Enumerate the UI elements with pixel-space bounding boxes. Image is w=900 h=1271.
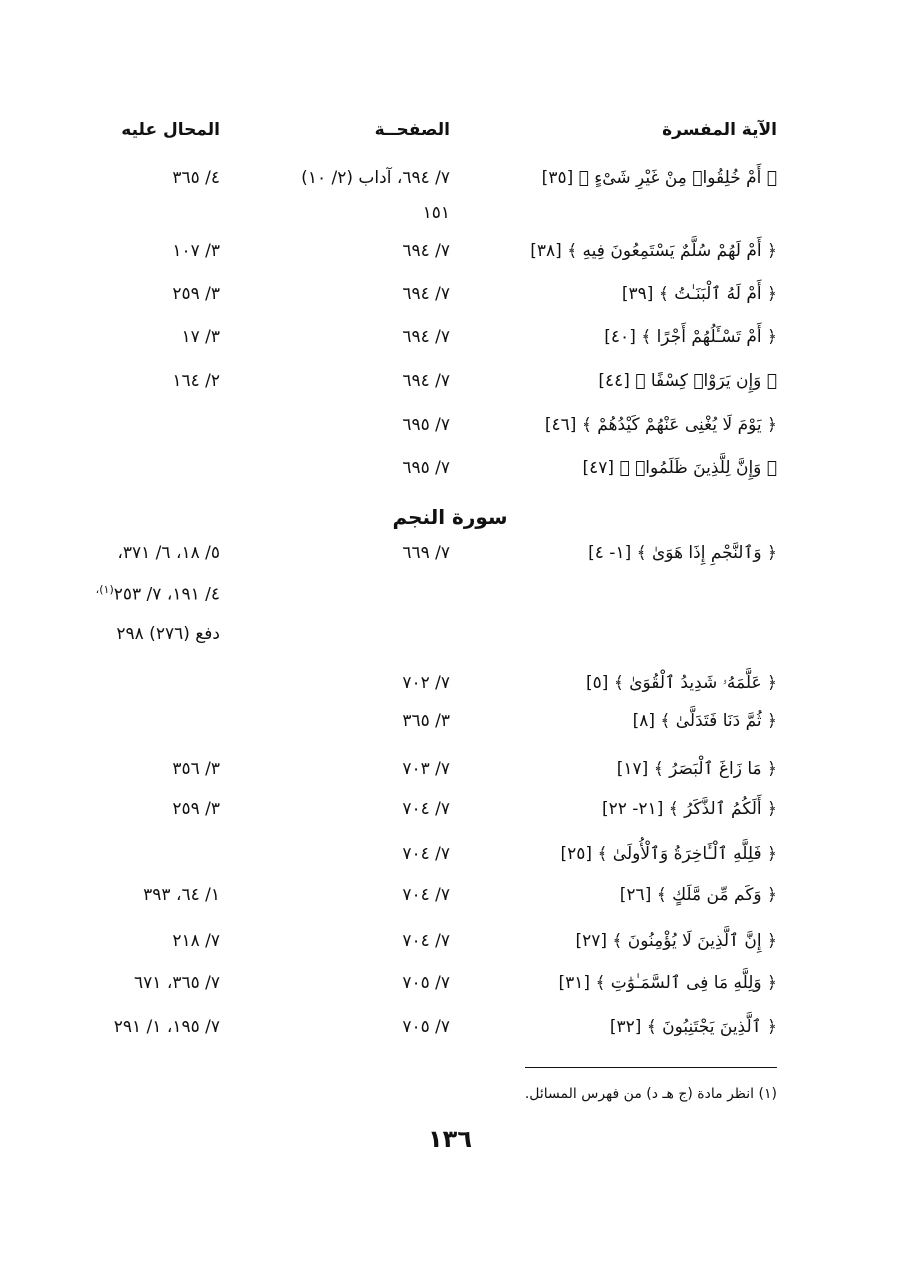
row-ref: ٥/ ١٨، ٦/ ٣٧١، [117,543,220,563]
row-page: ٧/ ٦٩٤ [402,371,450,391]
row-verse: ﴿ وَإِنَّ لِلَّذِينَ ظَلَمُوا۟ ﴾ [٤٧] [582,458,777,478]
header-ref: المحال عليه [121,120,220,140]
row-page: ٧/ ٦٩٤ [402,284,450,304]
row-page: ٧/ ٧٠٤ [402,885,450,905]
row-verse: ﴿ وَلِلَّهِ مَا فِى ٱلسَّمَـٰوَٰتِ ﴾ [٣١… [558,973,778,993]
row-page: ٧/ ٦٩٤، آداب (٢/ ١٠) [301,168,450,188]
header-page: الصفحــة [374,120,450,140]
row-ref: دفع (٢٧٦) ٢٩٨ [116,624,220,644]
row-ref: ٣/ ١٧ [181,327,220,347]
row-page: ٧/ ٧٠٤ [402,844,450,864]
row-verse: ﴿ أَمْ تَسْـَٔلُهُمْ أَجْرًا ﴾ [٤٠] [604,327,777,347]
row-verse: ﴿ أَمْ لَهُمْ سُلَّمٌ يَسْتَمِعُونَ فِيه… [530,241,777,261]
row-page: ٧/ ٧٠٣ [402,759,450,779]
row-verse: ﴿ مَا زَاغَ ٱلْبَصَرُ ﴾ [١٧] [616,759,777,779]
row-page: ٧/ ٦٩٤ [402,241,450,261]
row-page: ١٥١ [422,203,450,223]
row-ref: ٣/ ٣٥٦ [172,759,220,779]
row-page: ٧/ ٧٠٢ [402,673,450,693]
page-number: ١٣٦ [428,1125,472,1153]
row-ref: ٣/ ١٠٧ [172,241,220,261]
row-verse: ﴿ فَلِلَّهِ ٱلْـَٔاخِرَةُ وَٱلْأُولَىٰ ﴾… [560,844,778,864]
section-heading: سورة النجم [392,505,508,529]
header-verse: الآية المفسرة [662,120,777,140]
row-page: ٧/ ٧٠٥ [402,1017,450,1037]
row-verse: ﴿ وَٱلنَّجْمِ إِذَا هَوَىٰ ﴾ [١- ٤] [588,543,777,563]
row-ref: ٣/ ٢٥٩ [172,284,220,304]
row-verse: ﴿ ثُمَّ دَنَا فَتَدَلَّىٰ ﴾ [٨] [632,711,777,731]
row-verse: ﴿ أَمْ لَهُ ٱلْبَنَـٰتُ ﴾ [٣٩] [621,284,777,304]
footnote-divider [525,1067,777,1068]
row-verse: ﴿ إِنَّ ٱلَّذِينَ لَا يُؤْمِنُونَ ﴾ [٢٧] [575,931,777,951]
row-page: ٧/ ٦٩٥ [402,415,450,435]
row-verse: ﴿ وَكَم مِّن مَّلَكٍ ﴾ [٢٦] [619,885,777,905]
row-verse: ﴿ أَلَكُمُ ٱلذَّكَرُ ﴾ [٢١- ٢٢] [601,799,777,819]
row-ref: ٧/ ٢١٨ [172,931,220,951]
row-ref: ٣/ ٢٥٩ [172,799,220,819]
row-ref: ٤/ ١٩١، ٧/ ٢٥٣(١)، [95,583,220,605]
row-verse: ﴿ أَمْ خُلِقُوا۟ مِنْ غَيْرِ شَىْءٍ ﴾ [٣… [541,168,777,188]
row-ref: ٧/ ١٩٥، ١/ ٢٩١ [113,1017,220,1037]
row-verse: ﴿ يَوْمَ لَا يُغْنِى عَنْهُمْ كَيْدُهُمْ… [544,415,777,435]
row-page: ٧/ ٦٦٩ [402,543,450,563]
row-verse: ﴿ ٱلَّذِينَ يَجْتَنِبُونَ ﴾ [٣٢] [609,1017,777,1037]
row-page: ٧/ ٧٠٤ [402,931,450,951]
row-ref: ٢/ ١٦٤ [172,371,220,391]
footnote-marker: (١)، [95,583,114,596]
row-page: ٧/ ٧٠٥ [402,973,450,993]
row-page: ٧/ ٦٩٤ [402,327,450,347]
footnote: (١) انظر مادة (ج هـ د) من فهرس المسائل. [524,1086,777,1102]
row-verse: ﴿ عَلَّمَهُۥ شَدِيدُ ٱلْقُوَىٰ ﴾ [٥] [586,673,777,693]
row-verse: ﴿ وَإِن يَرَوْا۟ كِسْفًا ﴾ [٤٤] [598,371,777,391]
row-page: ٣/ ٣٦٥ [402,711,450,731]
row-page: ٧/ ٦٩٥ [402,458,450,478]
row-ref: ٧/ ٣٦٥، ٦٧١ [134,973,220,993]
row-ref: ١/ ٦٤، ٣٩٣ [143,885,220,905]
row-page: ٧/ ٧٠٤ [402,799,450,819]
row-ref: ٤/ ٣٦٥ [172,168,220,188]
